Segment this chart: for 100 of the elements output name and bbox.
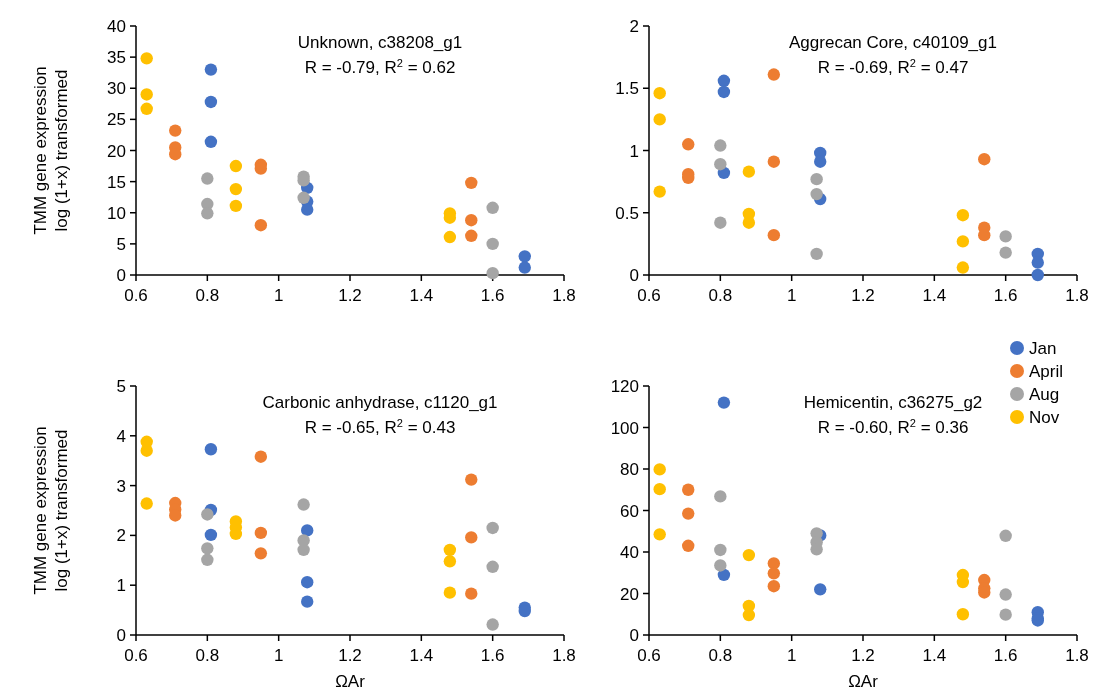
- point: [301, 595, 314, 608]
- point: [810, 247, 823, 261]
- point: [301, 524, 314, 537]
- point: [717, 85, 731, 99]
- point: [254, 219, 268, 232]
- point: [486, 266, 499, 280]
- x-tick-label: 1.4: [409, 286, 434, 305]
- x-tick-label: 1.8: [552, 286, 576, 305]
- x-axis-title: ΩAr: [335, 672, 366, 691]
- text: R = -0.65, R$^{2}$ = 0.43: [304, 417, 456, 437]
- x-tick-label: 1: [786, 646, 797, 665]
- x-tick-label: 0.8: [195, 286, 220, 305]
- point: [486, 201, 499, 214]
- point: [999, 529, 1012, 543]
- point: [714, 559, 727, 572]
- point: [169, 124, 182, 137]
- point: [465, 229, 478, 242]
- x-tick-label: 1.6: [480, 286, 505, 305]
- point: [443, 555, 457, 568]
- point: [682, 483, 695, 496]
- point: [297, 191, 310, 205]
- point: [714, 543, 727, 557]
- point: [204, 443, 218, 456]
- point: [140, 102, 153, 115]
- x-tick-label: 1.4: [922, 646, 947, 665]
- legend-label: Aug: [1029, 385, 1060, 404]
- y-tick-label: 80: [620, 460, 639, 479]
- y-tick-label: 0.5: [615, 203, 639, 223]
- point: [653, 482, 666, 496]
- x-tick-label: 1.6: [993, 286, 1018, 305]
- point: [956, 261, 970, 274]
- y-tick-label: 20: [620, 584, 639, 604]
- point: [229, 159, 243, 173]
- y-tick-label: 0: [629, 266, 639, 285]
- x-axis-title: ΩAr: [848, 672, 879, 691]
- point: [254, 547, 268, 560]
- y-tick-label: 30: [107, 79, 126, 99]
- point: [201, 542, 214, 555]
- x-tick-label: 1: [273, 286, 284, 305]
- y-tick-label: 0: [629, 626, 639, 645]
- x-tick-label: 1.8: [1065, 646, 1089, 665]
- y-tick-label: 20: [107, 141, 126, 161]
- y-tick-label: 10: [107, 203, 126, 223]
- point: [486, 560, 499, 573]
- point: [956, 235, 970, 248]
- point: [297, 498, 310, 511]
- chart-title: Aggrecan Core, c40109_g1: [789, 33, 997, 52]
- point: [201, 553, 214, 566]
- point: [682, 138, 695, 151]
- point: [999, 230, 1012, 243]
- point: [682, 539, 695, 552]
- y-tick-label: 2: [116, 526, 126, 546]
- point: [443, 586, 457, 599]
- x-tick-label: 1.4: [409, 646, 434, 665]
- point: [742, 608, 756, 622]
- x-tick-label: 0.6: [637, 286, 661, 305]
- x-tick-label: 1.2: [338, 646, 362, 665]
- point: [518, 261, 531, 274]
- y-tick-label: 1: [116, 576, 126, 596]
- y-tick-label: 5: [116, 234, 126, 254]
- text: R = -0.69, R$^{2}$ = 0.47: [817, 57, 969, 77]
- point: [486, 237, 499, 251]
- y-tick-label: 100: [610, 418, 639, 438]
- x-tick-label: 1.2: [851, 646, 875, 665]
- y-tick-label: 25: [107, 110, 126, 130]
- point: [999, 608, 1012, 621]
- x-tick-label: 1.8: [1065, 286, 1089, 305]
- x-tick-label: 1.6: [993, 646, 1018, 665]
- y-tick-label: 0: [116, 626, 126, 645]
- x-tick-label: 0.8: [708, 286, 733, 305]
- point: [714, 216, 727, 229]
- point: [443, 230, 457, 244]
- point: [465, 176, 478, 190]
- y-tick-label: 1: [629, 141, 639, 161]
- y-tick-label: 40: [107, 17, 126, 36]
- point: [465, 214, 478, 227]
- y-tick-label: 1.5: [615, 79, 639, 99]
- point: [201, 172, 214, 185]
- point: [140, 52, 153, 65]
- point: [714, 490, 727, 503]
- point: [465, 473, 478, 486]
- x-tick-label: 0.6: [637, 646, 661, 665]
- x-tick-label: 1.8: [552, 646, 576, 665]
- point: [204, 63, 218, 76]
- point: [956, 608, 970, 621]
- y-tick-label: 2: [629, 17, 639, 36]
- point: [714, 158, 727, 171]
- legend-label: Nov: [1029, 408, 1060, 427]
- y-axis-title: TMM gene expression log (1+x) transformed: [31, 426, 71, 595]
- legend-label: Jan: [1029, 339, 1057, 358]
- x-tick-label: 1.2: [338, 286, 362, 305]
- x-tick-label: 1: [786, 286, 797, 305]
- text: R = -0.79, R$^{2}$ = 0.62: [304, 57, 456, 77]
- point: [742, 548, 756, 562]
- point: [717, 74, 731, 87]
- x-tick-label: 1: [273, 646, 284, 665]
- y-tick-label: 4: [116, 426, 126, 446]
- y-tick-label: 3: [116, 476, 126, 496]
- x-tick-label: 1.4: [922, 286, 947, 305]
- point: [518, 250, 531, 263]
